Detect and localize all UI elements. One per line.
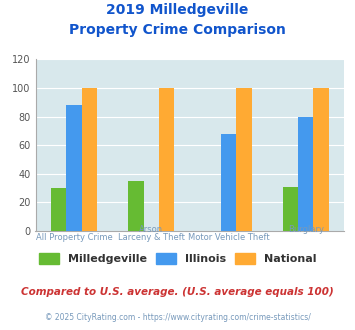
Text: Arson: Arson [139, 225, 163, 234]
Text: Property Crime Comparison: Property Crime Comparison [69, 23, 286, 37]
Bar [159, 88, 175, 231]
Bar [221, 134, 236, 231]
Bar [51, 188, 66, 231]
Text: © 2025 CityRating.com - https://www.cityrating.com/crime-statistics/: © 2025 CityRating.com - https://www.city… [45, 314, 310, 322]
Legend: Milledgeville, Illinois, National: Milledgeville, Illinois, National [39, 253, 316, 264]
Bar [66, 105, 82, 231]
Text: Larceny & Theft: Larceny & Theft [118, 233, 185, 242]
Bar [313, 88, 329, 231]
Text: All Property Crime: All Property Crime [36, 233, 113, 242]
Text: 2019 Milledgeville: 2019 Milledgeville [106, 3, 249, 17]
Bar [283, 187, 298, 231]
Text: Motor Vehicle Theft: Motor Vehicle Theft [188, 233, 269, 242]
Bar [298, 116, 313, 231]
Text: Compared to U.S. average. (U.S. average equals 100): Compared to U.S. average. (U.S. average … [21, 287, 334, 297]
Bar [82, 88, 97, 231]
Text: Burglary: Burglary [288, 225, 324, 234]
Bar [236, 88, 252, 231]
Bar [128, 181, 143, 231]
